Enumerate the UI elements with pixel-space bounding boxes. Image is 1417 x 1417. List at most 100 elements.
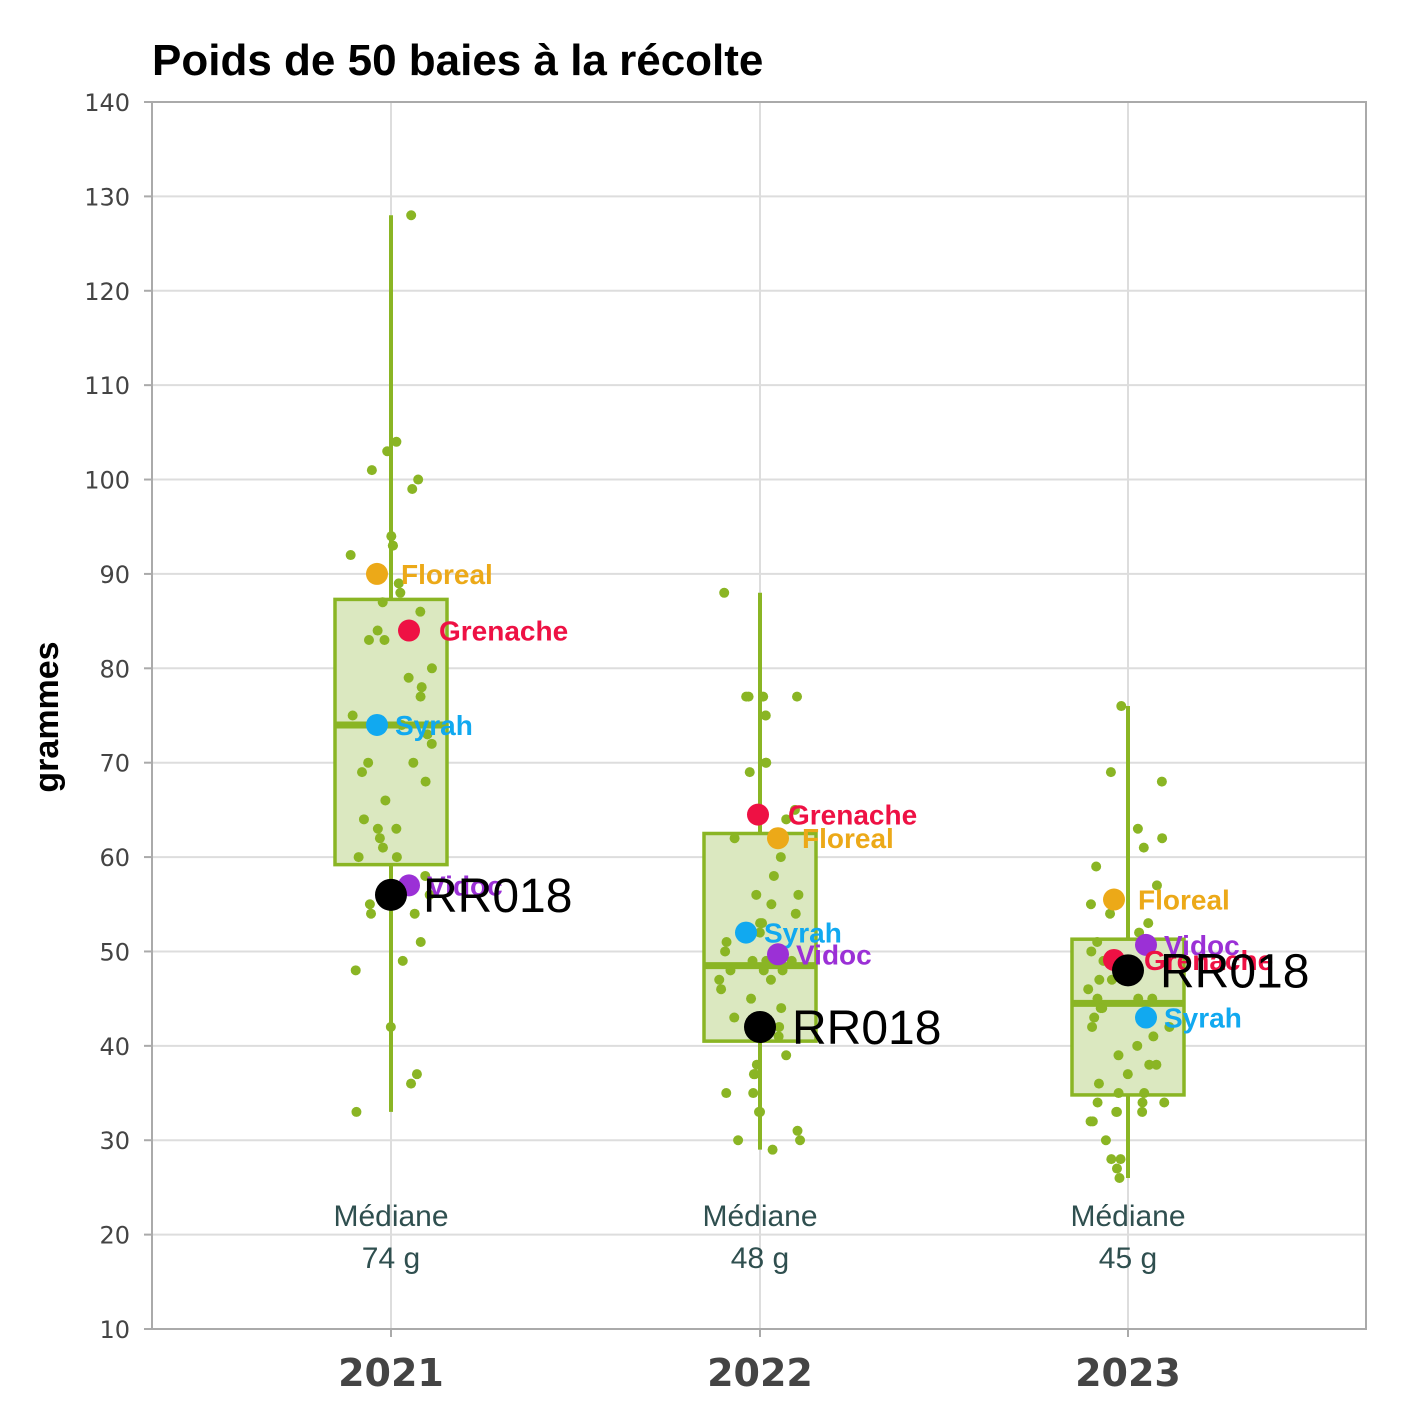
data-point	[377, 842, 388, 853]
data-point	[792, 1125, 803, 1136]
x-tick-label: 2021	[338, 1351, 444, 1395]
data-point	[751, 889, 762, 900]
median-value: 48 g	[731, 1242, 789, 1275]
data-point	[733, 1135, 744, 1146]
data-point	[393, 578, 404, 589]
data-point	[363, 634, 374, 645]
data-point	[1083, 984, 1094, 995]
variety-label-vidoc: Vidoc	[796, 939, 872, 970]
data-point	[1092, 993, 1103, 1004]
data-point	[374, 833, 385, 844]
data-point	[793, 889, 804, 900]
data-point	[1111, 1106, 1122, 1117]
data-point	[795, 1135, 806, 1146]
variety-label-floreal: Floreal	[802, 823, 894, 854]
data-point	[1092, 1097, 1103, 1108]
data-point	[350, 965, 361, 976]
data-point	[391, 436, 402, 447]
data-point	[729, 1012, 740, 1023]
y-tick-label: 10	[99, 1316, 130, 1344]
data-point	[781, 814, 792, 825]
data-point	[773, 1031, 784, 1042]
data-point	[721, 1088, 732, 1099]
data-point	[1113, 1088, 1124, 1099]
data-point	[415, 606, 426, 617]
data-point	[719, 587, 730, 598]
variety-label-vidoc: Vidoc	[427, 870, 503, 901]
data-point	[786, 955, 797, 966]
data-point	[409, 908, 420, 919]
data-point	[1085, 1116, 1096, 1127]
x-axis: 2021 2022 2023	[338, 1329, 1181, 1395]
data-point	[1132, 1040, 1143, 1051]
data-point	[420, 776, 431, 787]
data-point	[789, 804, 800, 815]
data-point	[363, 757, 374, 768]
data-point	[385, 1021, 396, 1032]
y-tick-label: 80	[99, 655, 130, 683]
data-point	[391, 823, 402, 834]
data-point	[406, 210, 417, 221]
plot-area: FlorealGrenacheSyrahVidocRR018Médiane74 …	[333, 210, 1309, 1275]
median-caption: Médiane	[702, 1200, 817, 1233]
focus-point	[1112, 954, 1144, 987]
variety-point-vidoc	[1135, 933, 1157, 956]
y-tick-label: 140	[84, 89, 130, 117]
data-point	[391, 852, 402, 863]
data-point	[747, 955, 758, 966]
data-point	[424, 889, 435, 900]
median-value: 74 g	[362, 1242, 420, 1275]
data-point	[1092, 937, 1103, 948]
variety-label-syrah: Syrah	[1164, 1003, 1242, 1034]
data-point	[426, 738, 437, 749]
data-point	[357, 767, 368, 778]
data-point	[1106, 1154, 1117, 1165]
data-point	[351, 1106, 362, 1117]
data-point	[777, 965, 788, 976]
data-point	[720, 946, 731, 957]
median-value: 45 g	[1099, 1242, 1157, 1275]
median-caption: Médiane	[1070, 1200, 1185, 1233]
y-axis: 10 20 30 40 50 60 70 80 90 100 110 120 130 140	[84, 89, 152, 1344]
data-point	[1087, 1021, 1098, 1032]
y-tick-label: 130	[84, 183, 130, 211]
data-point	[403, 672, 414, 683]
data-point	[1148, 1031, 1159, 1042]
data-point	[1085, 899, 1096, 910]
data-point	[382, 446, 393, 457]
boxplot-2022: GrenacheFlorealSyrahVidocRR018Médiane48 …	[702, 587, 941, 1275]
data-point	[377, 597, 388, 608]
data-point	[1157, 833, 1168, 844]
data-point	[766, 899, 777, 910]
data-point	[1093, 1078, 1104, 1089]
data-point	[1089, 1012, 1100, 1023]
data-point	[415, 691, 426, 702]
data-point	[1132, 823, 1143, 834]
data-point	[408, 757, 419, 768]
data-point	[1137, 1097, 1148, 1108]
variety-point-floreal	[366, 562, 388, 585]
variety-point-floreal	[767, 827, 789, 850]
data-point	[790, 908, 801, 919]
data-point	[426, 663, 437, 674]
y-tick-label: 70	[99, 750, 130, 778]
data-point	[1159, 1097, 1170, 1108]
focus-label: RR018	[1160, 945, 1309, 998]
data-point	[415, 937, 426, 948]
y-tick-label: 50	[99, 938, 130, 966]
chart-title: Poids de 50 baies à la récolte	[152, 36, 763, 85]
data-point	[413, 474, 424, 485]
focus-point	[375, 878, 407, 911]
data-point	[1116, 701, 1127, 712]
variety-point-vidoc	[767, 943, 789, 966]
data-point	[721, 937, 732, 948]
data-point	[387, 540, 398, 551]
data-point	[1115, 1154, 1126, 1165]
x-tick-label: 2022	[707, 1351, 813, 1395]
x-tick-label: 2023	[1075, 1351, 1181, 1395]
data-point	[716, 984, 727, 995]
y-tick-label: 20	[99, 1222, 130, 1250]
